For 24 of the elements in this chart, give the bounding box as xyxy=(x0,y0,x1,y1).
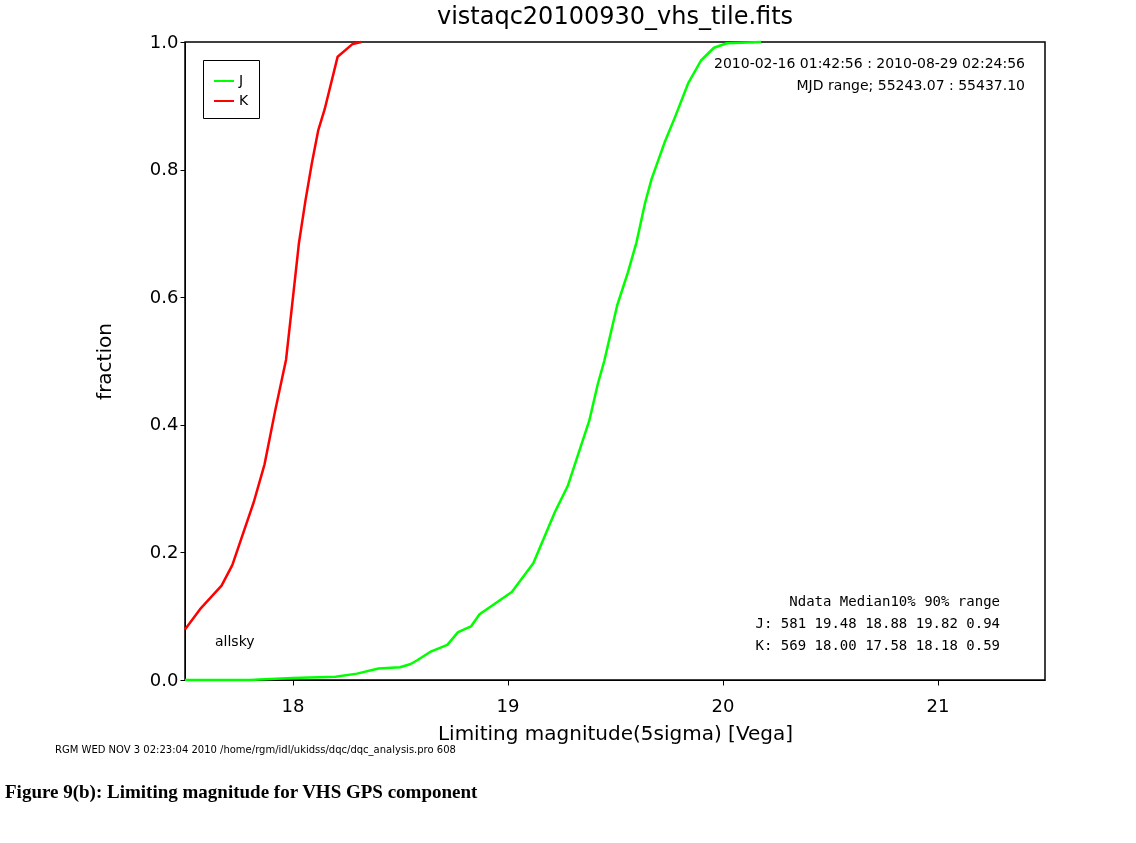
x-axis-title: Limiting magnitude(5sigma) [Vega] xyxy=(437,720,794,745)
x-tick-label: 19 xyxy=(496,694,520,716)
chart-title: vistaqc20100930_vhs_tile.fits xyxy=(436,2,794,30)
x-tick-label: 21 xyxy=(926,694,950,716)
y-tick-label: 0.0 xyxy=(149,668,179,690)
y-tick-label: 0.4 xyxy=(149,413,179,435)
x-tick-label: 20 xyxy=(711,694,735,716)
annotation: Ndata Median10% 90% range xyxy=(789,593,1000,609)
annotation: K: 569 18.00 17.58 18.18 0.59 xyxy=(755,637,1000,653)
legend-label: K xyxy=(239,92,249,108)
y-tick-label: 1.0 xyxy=(149,30,179,52)
annotation: 2010-02-16 01:42:56 : 2010-08-29 02:24:56 xyxy=(714,55,1026,71)
annotation: MJD range; 55243.07 : 55437.10 xyxy=(796,77,1025,93)
y-tick-label: 0.6 xyxy=(149,285,179,307)
text: RGM WED NOV 3 02:23:04 2010 /home/rgm/idl/ukidss/dqc/dqc_analysis.pro 608 xyxy=(55,744,456,756)
annotation: allsky xyxy=(215,633,255,649)
x-tick-label: 18 xyxy=(281,694,305,716)
y-tick-label: 0.2 xyxy=(149,540,179,562)
y-axis-title: fraction xyxy=(91,323,116,400)
y-tick-label: 0.8 xyxy=(149,158,179,180)
line-series xyxy=(183,40,363,631)
annotation: J: 581 19.48 18.88 19.82 0.94 xyxy=(755,615,1000,631)
caption: Figure 9(b): Limiting magnitude for VHS GPS component xyxy=(5,781,479,803)
legend-label: J xyxy=(238,72,244,88)
